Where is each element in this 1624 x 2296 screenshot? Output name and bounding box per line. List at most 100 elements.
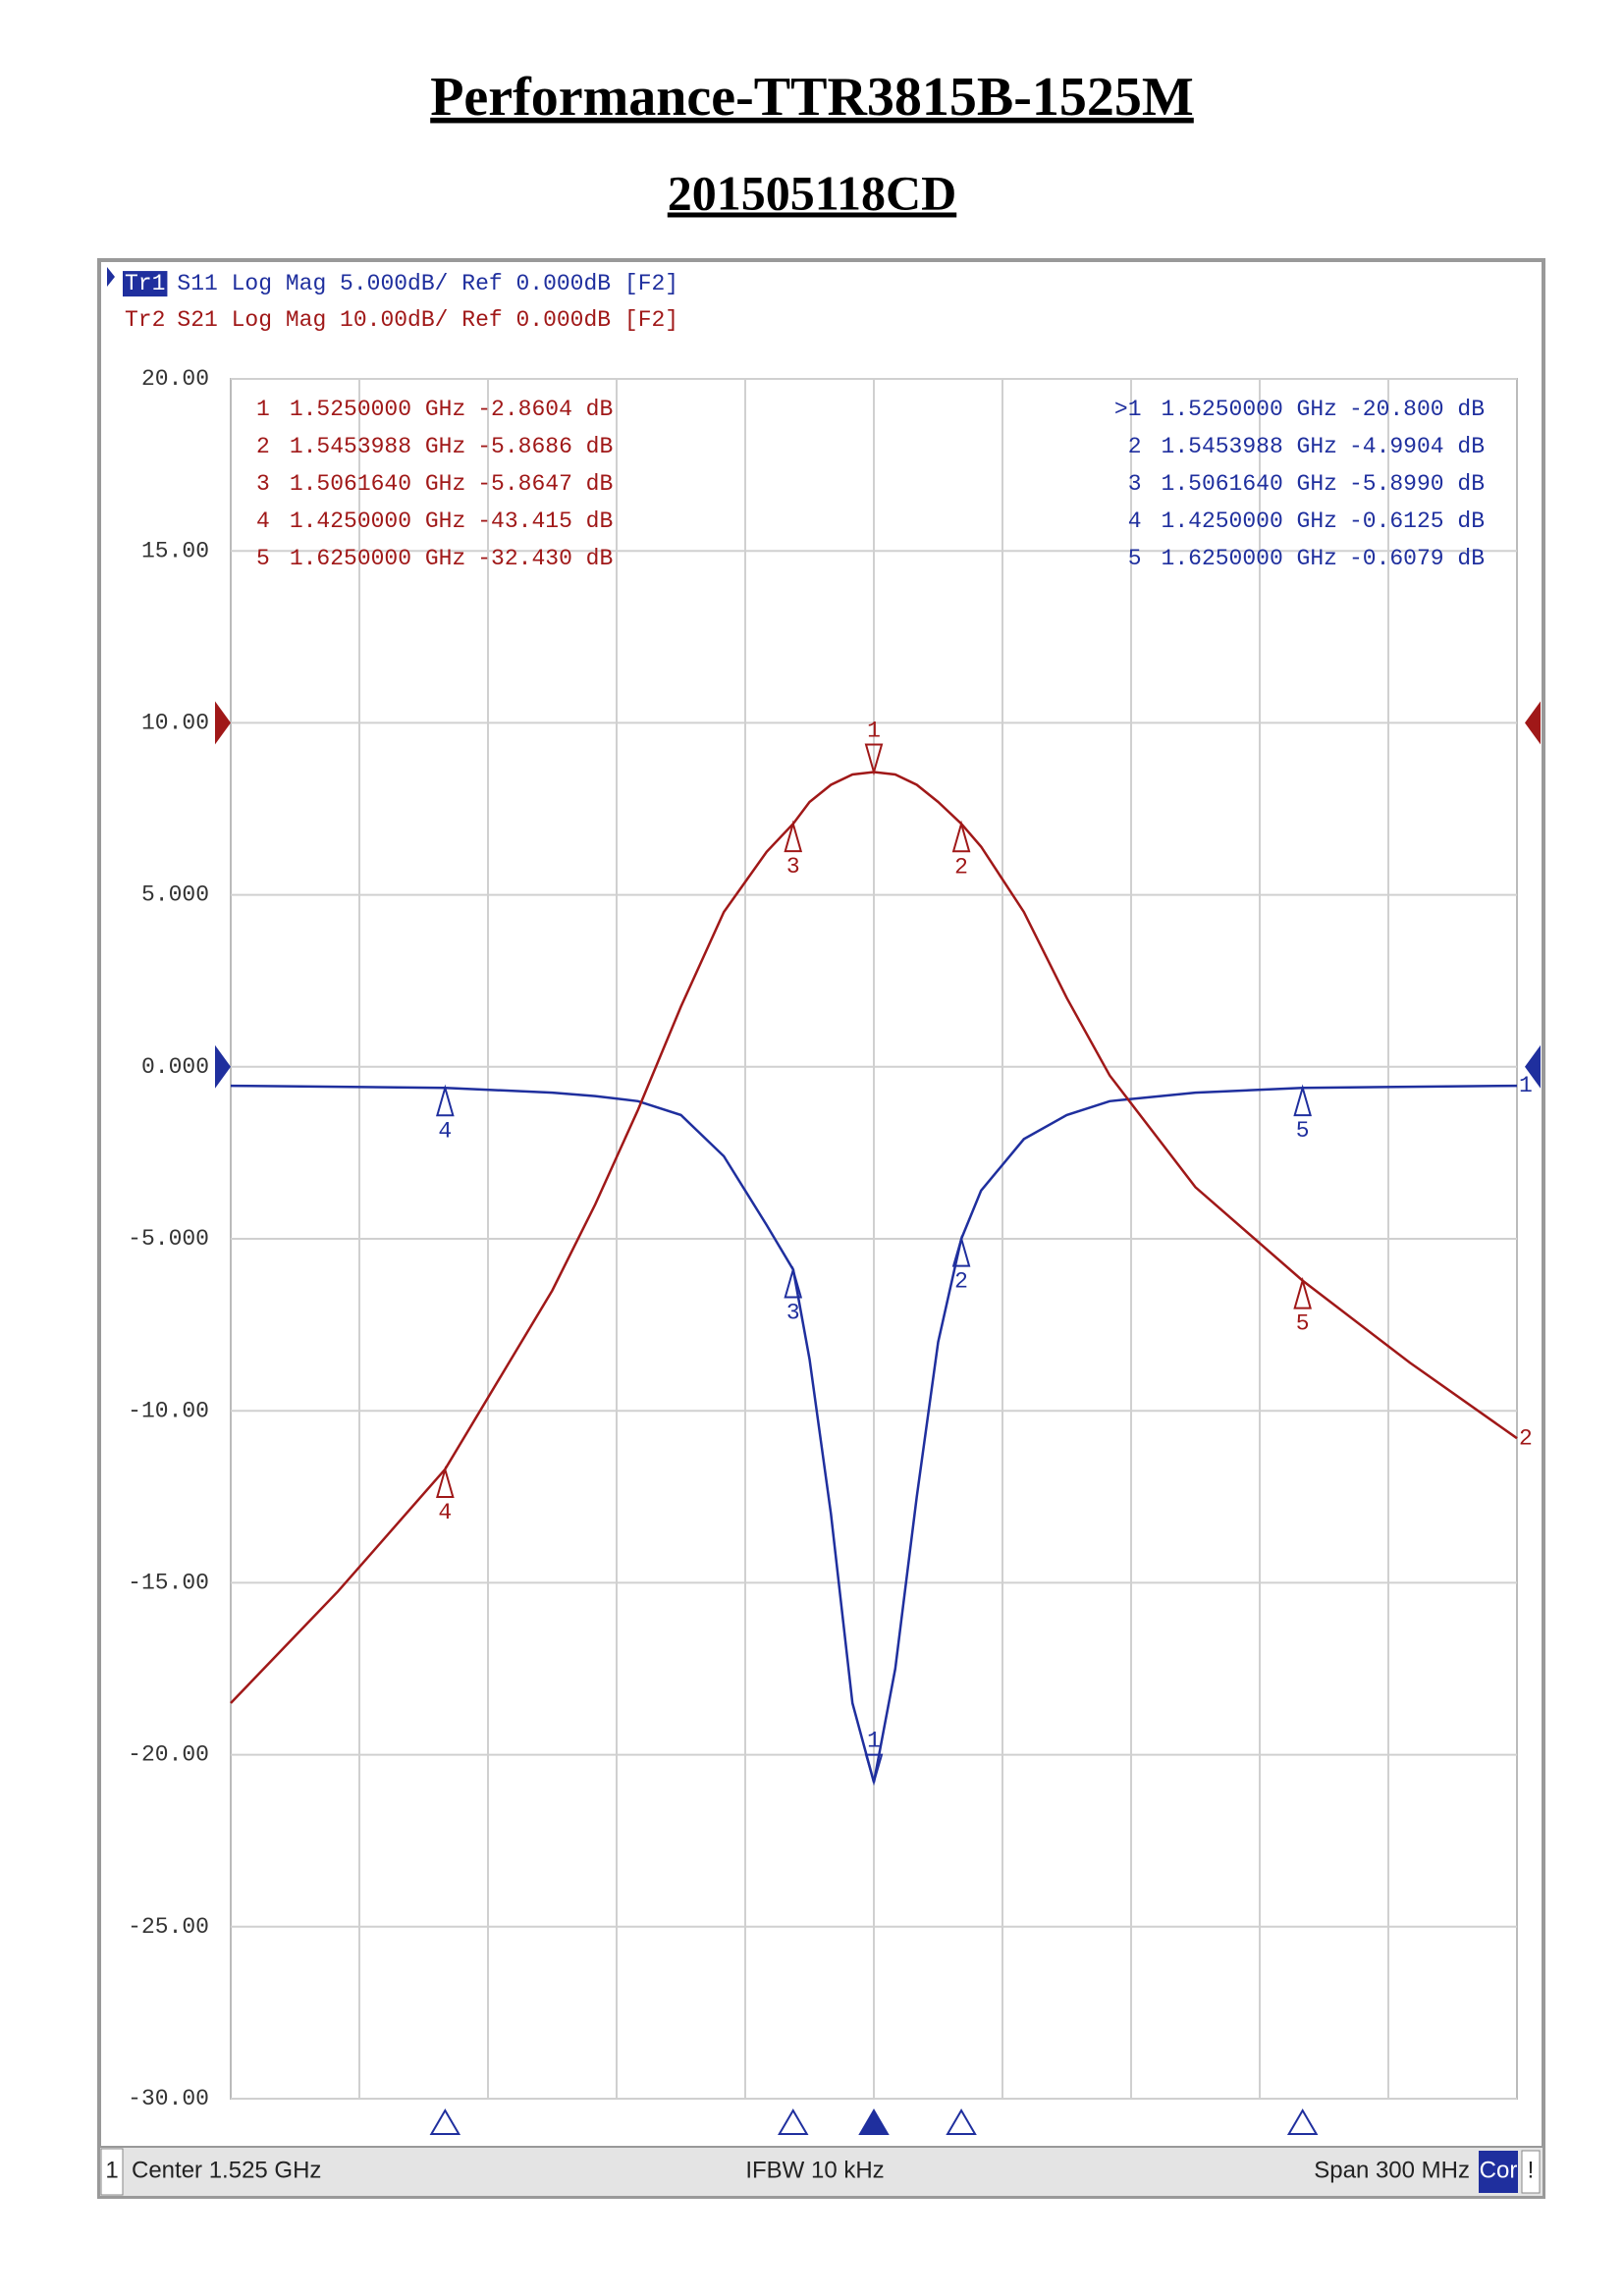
marker-table-row: 3 1.5061640 GHz -5.8647 dB	[256, 471, 613, 497]
marker-table-frequency: 1.5453988 GHz	[290, 434, 465, 459]
y-tick-label: -10.00	[128, 1398, 209, 1423]
marker-triangle	[784, 820, 803, 853]
trace-label: S21 Log Mag 10.00dB/ Ref 0.000dB [F2]	[177, 307, 678, 333]
ref-indicator-left	[215, 701, 231, 745]
marker-table-name: 3	[1128, 471, 1142, 497]
channel-box	[100, 2148, 124, 2196]
marker-table-name: >1	[1114, 397, 1142, 422]
marker-triangle	[951, 1235, 971, 1267]
stimulus-marker	[1286, 2109, 1319, 2135]
marker-triangle	[436, 1084, 455, 1117]
marker-table-frequency: 1.4250000 GHz	[290, 508, 465, 534]
stimulus-marker	[429, 2109, 461, 2135]
y-tick-label: 15.00	[141, 538, 209, 563]
marker-triangle	[784, 1265, 803, 1299]
marker-triangle	[864, 1753, 884, 1787]
marker-triangle	[1293, 1276, 1312, 1309]
trace-header: Tr1 S11 Log Mag 5.000dB/ Ref 0.000dB [F2]	[125, 271, 678, 296]
y-tick-label: 10.00	[141, 710, 209, 735]
y-tick-label: 20.00	[141, 366, 209, 392]
marker-triangle	[951, 820, 971, 853]
marker-table-frequency: 1.5250000 GHz	[1162, 397, 1337, 422]
trace-name: Tr2	[125, 307, 165, 333]
marker-table-value: -5.8647 dB	[477, 471, 613, 497]
marker-table-frequency: 1.6250000 GHz	[290, 546, 465, 571]
ref-indicator-right	[1525, 1044, 1541, 1089]
status-alert: !	[1528, 2157, 1535, 2183]
trace-end-label: 2	[1519, 1425, 1533, 1451]
marker-table-name: 3	[256, 471, 270, 497]
marker-table-frequency: 1.5453988 GHz	[1162, 434, 1337, 459]
stimulus-marker	[858, 2109, 890, 2135]
marker-table-row: 5 1.6250000 GHz -0.6079 dB	[1128, 546, 1485, 571]
marker-table-frequency: 1.5061640 GHz	[1162, 471, 1337, 497]
marker-number: 1	[867, 719, 881, 744]
chart-title: Performance-TTR3815B-1525M	[430, 67, 1194, 128]
trace-line	[230, 771, 1518, 1704]
trace-name: Tr1	[125, 271, 165, 296]
marker-table-name: 5	[1128, 546, 1142, 571]
marker-table-name: 4	[256, 508, 270, 534]
marker-number: 4	[438, 1118, 452, 1144]
marker-table-row: 4 1.4250000 GHz -43.415 dB	[256, 508, 613, 534]
y-tick-label: -5.000	[128, 1226, 209, 1252]
marker-number: 3	[786, 854, 800, 880]
marker-triangle	[436, 1466, 455, 1499]
status-ifbw: IFBW 10 kHz	[745, 2157, 884, 2183]
status-channel: 1	[105, 2157, 118, 2183]
marker-table-value: -5.8686 dB	[477, 434, 613, 459]
marker-number: 4	[438, 1500, 452, 1525]
marker-table-value: -0.6125 dB	[1349, 508, 1485, 534]
y-tick-label: 0.000	[141, 1054, 209, 1080]
marker-table-frequency: 1.5250000 GHz	[290, 397, 465, 422]
marker-table-value: -20.800 dB	[1349, 397, 1485, 422]
y-tick-label: 5.000	[141, 882, 209, 908]
marker-table-row: 2 1.5453988 GHz -4.9904 dB	[1128, 434, 1485, 459]
marker-number: 2	[954, 1269, 968, 1295]
alert-box	[1521, 2150, 1541, 2194]
marker-triangle	[864, 743, 884, 776]
chart-subtitle: 201505118CD	[668, 165, 956, 220]
marker-table-row: >1 1.5250000 GHz -20.800 dB	[1114, 397, 1485, 422]
stimulus-marker	[778, 2109, 809, 2135]
status-bar	[98, 2146, 1544, 2198]
marker-table-row: 4 1.4250000 GHz -0.6125 dB	[1128, 508, 1485, 534]
marker-number: 5	[1296, 1118, 1310, 1144]
y-tick-label: -25.00	[128, 1914, 209, 1940]
marker-table-row: 1 1.5250000 GHz -2.8604 dB	[256, 397, 613, 422]
marker-table-value: -0.6079 dB	[1349, 546, 1485, 571]
marker-number: 3	[786, 1301, 800, 1326]
marker-table-name: 2	[1128, 434, 1142, 459]
status-center: Center 1.525 GHz	[132, 2157, 321, 2183]
marker-table-name: 1	[256, 397, 270, 422]
ref-indicator-right	[1525, 701, 1541, 745]
stimulus-marker	[946, 2109, 977, 2135]
marker-table-value: -43.415 dB	[477, 508, 613, 534]
marker-table-row: 3 1.5061640 GHz -5.8990 dB	[1128, 471, 1485, 497]
marker-table-name: 2	[256, 434, 270, 459]
marker-table-value: -5.8990 dB	[1349, 471, 1485, 497]
trace-line	[230, 1084, 1518, 1783]
trace-label: S11 Log Mag 5.000dB/ Ref 0.000dB [F2]	[177, 271, 678, 296]
marker-table-value: -32.430 dB	[477, 546, 613, 571]
y-tick-label: -30.00	[128, 2086, 209, 2111]
marker-table-row: 2 1.5453988 GHz -5.8686 dB	[256, 434, 613, 459]
marker-number: 5	[1296, 1311, 1310, 1337]
active-trace-indicator	[107, 267, 115, 287]
marker-table-row: 5 1.6250000 GHz -32.430 dB	[256, 546, 613, 571]
y-tick-label: -20.00	[128, 1742, 209, 1768]
marker-triangle	[1293, 1084, 1312, 1117]
marker-table-name: 4	[1128, 508, 1142, 534]
cor-box	[1479, 2151, 1518, 2193]
marker-number: 1	[867, 1729, 881, 1754]
ref-indicator-left	[215, 1044, 231, 1089]
status-cor: Cor	[1480, 2157, 1518, 2183]
marker-table-value: -4.9904 dB	[1349, 434, 1485, 459]
marker-table-value: -2.8604 dB	[477, 397, 613, 422]
marker-table-frequency: 1.5061640 GHz	[290, 471, 465, 497]
trace-end-label: 1	[1519, 1073, 1533, 1098]
marker-table-name: 5	[256, 546, 270, 571]
y-tick-label: -15.00	[128, 1570, 209, 1595]
marker-table-frequency: 1.6250000 GHz	[1162, 546, 1337, 571]
